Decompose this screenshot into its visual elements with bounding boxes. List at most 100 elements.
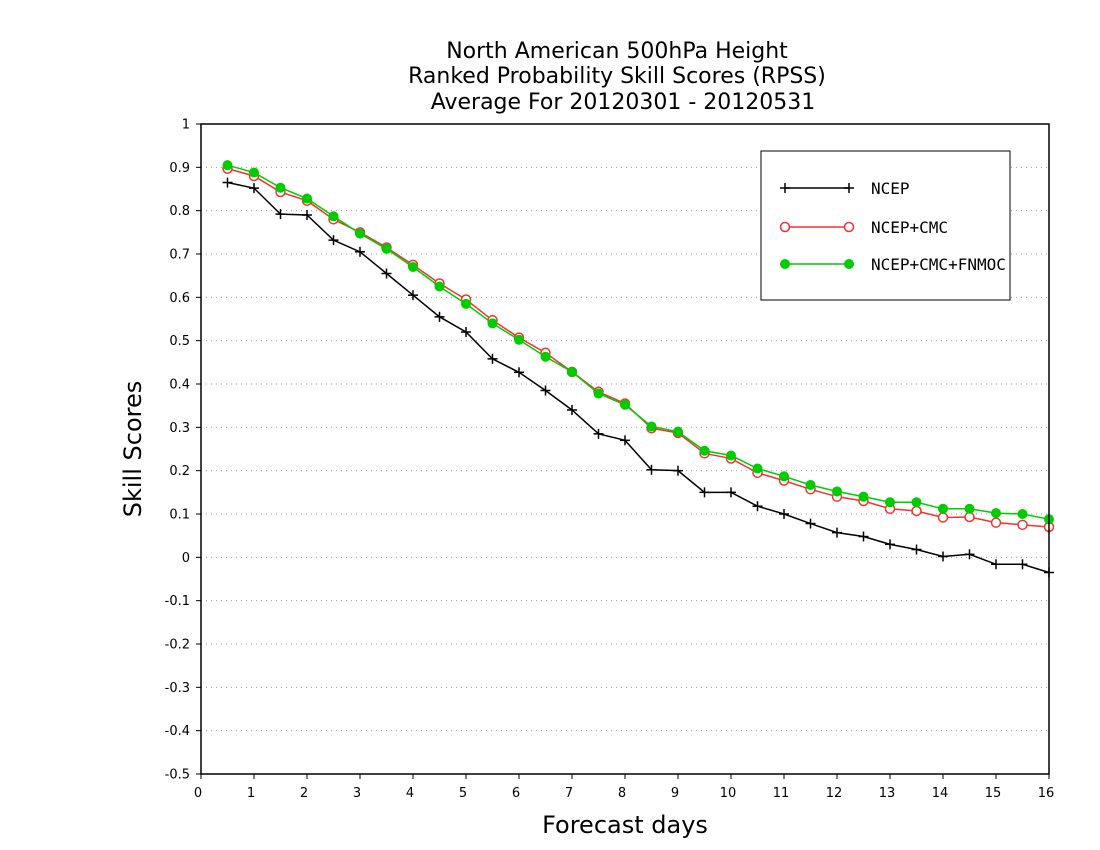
point-ncep-3 (302, 210, 312, 220)
point-ncep-26 (911, 544, 922, 555)
legend-marker-end-ncep-cmc-fnmoc (844, 259, 854, 269)
y-axis: -0.5 -0.4 -0.3 -0.2 -0.1 0 0.1 0.2 0.3 0.4 0.5 0.6 0… (165, 118, 201, 783)
y-tick-label-13: 0.8 (169, 204, 190, 219)
x-tick-label-6: 6 (512, 786, 520, 801)
point-ncep-cmc-fnmoc-5 (355, 228, 365, 239)
point-ncep-0 (222, 177, 233, 188)
point-ncep-cmc-26 (911, 505, 922, 517)
point-ncep-cmc-fnmoc-29 (991, 508, 1001, 519)
x-tick-label-16: 16 (1038, 786, 1055, 801)
x-tick-label-1: 1 (247, 786, 255, 801)
point-ncep-20 (752, 501, 763, 512)
chart-title-line-3: Average For 20120301 - 20120531 (431, 90, 816, 115)
legend-marker-end-ncep-cmc (843, 221, 855, 233)
y-tick-label-6: 0.1 (169, 508, 190, 523)
point-ncep-cmc-fnmoc-15 (620, 399, 630, 410)
x-tick-label-3: 3 (353, 786, 361, 801)
point-ncep-28 (964, 549, 975, 560)
point-ncep-12 (540, 385, 551, 396)
series-line-ncep (227, 181, 1050, 574)
point-ncep-30 (1017, 559, 1028, 570)
point-ncep-cmc-fnmoc-24 (858, 491, 869, 502)
point-ncep-11 (514, 367, 524, 378)
x-axis-label: Forecast days (542, 811, 708, 839)
y-tick-label-11: 0.6 (169, 291, 190, 306)
chart-title: North American 500hPa Height Ranked Prob… (408, 39, 826, 115)
y-tick-label-2: -0.3 (165, 681, 190, 696)
point-ncep-4 (328, 235, 339, 246)
point-ncep-cmc-fnmoc-7 (408, 262, 418, 272)
point-ncep-17 (673, 465, 683, 476)
point-ncep-cmc-fnmoc-4 (328, 211, 339, 222)
legend-item-ncep-cmc: NCEP+CMC (779, 218, 948, 237)
point-ncep-cmc-28 (964, 511, 975, 523)
point-ncep-cmc-fnmoc-19 (726, 450, 736, 461)
point-ncep-cmc-29 (990, 517, 1002, 528)
point-ncep-cmc-fnmoc-1 (249, 167, 259, 178)
point-ncep-14 (593, 428, 604, 439)
x-tick-label-10: 10 (720, 786, 737, 801)
point-ncep-13 (567, 405, 577, 415)
legend-item-ncep-cmc-fnmoc: NCEP+CMC+FNMOC (780, 255, 1006, 274)
legend-label-ncep-cmc: NCEP+CMC (871, 218, 948, 237)
x-tick-label-11: 11 (773, 786, 790, 801)
y-tick-label-1: -0.4 (165, 724, 190, 739)
point-ncep-cmc-fnmoc-6 (381, 243, 392, 254)
x-tick-label-15: 15 (985, 786, 1002, 801)
point-ncep-23 (832, 527, 842, 538)
x-tick-label-7: 7 (565, 786, 573, 801)
legend-item-ncep: NCEP (780, 179, 910, 198)
y-tick-label-8: 0.3 (169, 421, 190, 436)
point-ncep-9 (461, 327, 471, 337)
chart-title-line-2: Ranked Probability Skill Scores (RPSS) (408, 64, 826, 89)
point-ncep-cmc-fnmoc-2 (275, 182, 286, 193)
x-tick-label-4: 4 (406, 786, 414, 801)
y-tick-label-12: 0.7 (169, 248, 190, 263)
point-ncep-18 (699, 487, 710, 498)
series-ncep-cmc-fnmoc (222, 160, 1054, 525)
point-ncep-cmc-27 (937, 512, 949, 523)
point-ncep-27 (938, 551, 948, 562)
point-ncep-cmc-fnmoc-18 (699, 445, 710, 456)
y-tick-label-3: -0.2 (165, 638, 190, 653)
point-ncep-cmc-fnmoc-25 (885, 497, 895, 508)
point-ncep-cmc-fnmoc-30 (1017, 509, 1028, 519)
point-ncep-22 (805, 518, 816, 529)
series-layer (222, 160, 1055, 578)
point-ncep-29 (991, 559, 1001, 570)
legend-marker-start-ncep-cmc (779, 221, 791, 233)
point-ncep-2 (275, 209, 286, 220)
x-tick-label-12: 12 (826, 786, 843, 801)
point-ncep-25 (885, 539, 895, 550)
legend-marker-end-ncep (844, 183, 854, 193)
point-ncep-cmc-fnmoc-27 (938, 503, 948, 514)
point-ncep-cmc-fnmoc-22 (805, 479, 816, 490)
point-ncep-cmc-fnmoc-17 (673, 426, 683, 437)
point-ncep-cmc-fnmoc-16 (646, 421, 657, 432)
point-ncep-24 (858, 531, 869, 542)
chart-title-line-1: North American 500hPa Height (446, 39, 788, 64)
x-tick-label-0: 0 (194, 786, 202, 801)
point-ncep-cmc-fnmoc-9 (461, 298, 471, 309)
legend-label-ncep: NCEP (871, 179, 910, 198)
legend: NCEP NCEP+CMC NCEP+CMC+FNMOC (760, 150, 1011, 301)
point-ncep-16 (646, 464, 657, 475)
y-tick-label-10: 0.5 (169, 334, 190, 349)
legend-label-ncep-cmc-fnmoc: NCEP+CMC+FNMOC (871, 255, 1006, 274)
x-tick-label-9: 9 (671, 786, 679, 801)
y-tick-label-0: -0.5 (165, 768, 190, 783)
point-ncep-cmc-fnmoc-23 (832, 486, 842, 497)
point-ncep-cmc-fnmoc-14 (593, 388, 604, 399)
legend-box (760, 150, 1011, 301)
point-ncep-cmc-fnmoc-11 (514, 334, 524, 345)
point-ncep-cmc-fnmoc-21 (779, 471, 789, 482)
x-tick-label-2: 2 (300, 786, 308, 801)
y-tick-label-14: 0.9 (169, 161, 190, 176)
point-ncep-21 (779, 509, 789, 519)
y-tick-label-7: 0.2 (169, 464, 190, 479)
legend-marker-start-ncep (780, 183, 790, 193)
point-ncep-cmc-fnmoc-26 (911, 497, 922, 508)
point-ncep-cmc-30 (1017, 519, 1028, 531)
legend-marker-start-ncep-cmc-fnmoc (780, 259, 790, 269)
